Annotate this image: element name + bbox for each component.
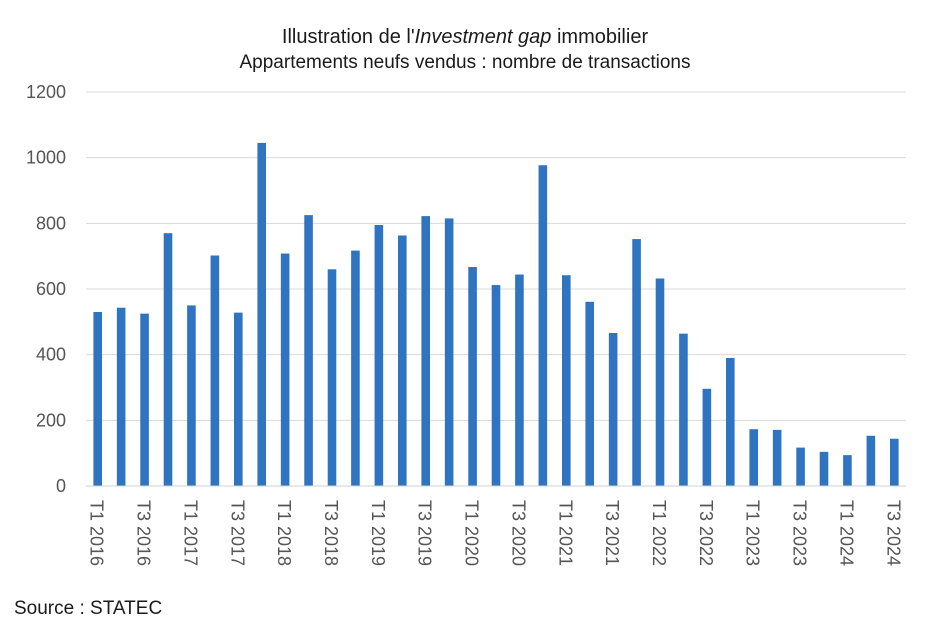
y-tick-label: 1000	[26, 148, 66, 168]
x-tick-label: T3 2020	[508, 500, 528, 566]
x-tick-label: T3 2017	[227, 500, 247, 566]
bar-t1-2024	[843, 455, 852, 486]
x-tick-label: T3 2016	[134, 500, 154, 566]
x-tick-label: T3 2021	[602, 500, 622, 566]
bar-t3-2016	[140, 313, 149, 486]
bar-t1-2019	[374, 224, 384, 486]
bar-t4-2020	[538, 165, 548, 487]
bar-t3-2024	[889, 438, 899, 486]
x-tick-label: T3 2019	[415, 500, 435, 566]
x-tick-label: T1 2017	[180, 500, 200, 566]
x-tick-label: T1 2023	[743, 500, 763, 566]
bar-t3-2017	[233, 312, 243, 486]
bar-t1-2020	[468, 267, 477, 486]
y-tick-label: 1200	[26, 82, 66, 102]
bar-t2-2018	[304, 215, 313, 486]
x-tick-label: T1 2019	[368, 500, 388, 566]
x-tick-label: T1 2018	[274, 500, 294, 566]
chart-title-emphasis: Investment gap	[414, 26, 552, 48]
source-note: Source : STATEC	[14, 598, 163, 619]
bar-t4-2017	[257, 142, 267, 486]
bar-t1-2017	[187, 305, 196, 486]
x-tick-label: T1 2016	[87, 500, 107, 566]
bar-t4-2019	[444, 218, 454, 487]
chart-title: Illustration de l'Investment gap immobil…	[0, 24, 930, 50]
y-tick-label: 400	[36, 345, 66, 365]
y-tick-label: 200	[36, 410, 66, 430]
bar-t2-2021	[585, 301, 595, 486]
chart-subtitle: Appartements neufs vendus : nombre de tr…	[239, 52, 691, 73]
x-tick-label: T1 2022	[649, 500, 669, 566]
bar-t1-2018	[280, 253, 290, 486]
bar-t4-2021	[632, 239, 641, 486]
x-tick-label: T3 2024	[883, 500, 903, 566]
bar-t2-2016	[116, 307, 126, 486]
bar-t3-2018	[327, 269, 337, 486]
bar-t2-2023	[772, 429, 782, 486]
y-tick-label: 800	[36, 213, 66, 233]
x-tick-label: T1 2021	[555, 500, 575, 566]
bar-t1-2023	[749, 429, 759, 486]
y-tick-label: 600	[36, 279, 66, 299]
bar-t4-2023	[819, 451, 829, 486]
bars	[93, 142, 899, 487]
bar-t1-2022	[655, 278, 665, 486]
bar-t4-2018	[351, 250, 360, 486]
x-tick-label: T3 2023	[790, 500, 810, 566]
bar-t4-2022	[725, 357, 735, 486]
chart-title-suffix: immobilier	[551, 26, 649, 48]
x-axis-ticks: T1 2016 T3 2016 T1 2017 T3 2017 T1 2018 T3 20…	[87, 500, 904, 566]
bar-t3-2021	[608, 332, 618, 486]
y-axis-ticks: 0 200 400 600 800 1000 1200	[26, 82, 66, 496]
bar-t2-2024	[866, 435, 876, 486]
x-tick-label: T1 2024	[836, 500, 856, 566]
bar-t1-2021	[561, 275, 571, 486]
gridlines	[86, 91, 906, 421]
bar-t3-2019	[421, 216, 431, 487]
bar-t4-2016	[163, 233, 173, 486]
chart-title-prefix: Illustration de l'	[281, 26, 415, 48]
bar-t2-2020	[491, 285, 501, 486]
x-tick-label: T3 2022	[696, 500, 716, 566]
x-tick-label: T1 2020	[462, 500, 482, 566]
y-tick-label: 0	[56, 476, 66, 496]
x-tick-label: T3 2018	[321, 500, 341, 566]
bar-t2-2019	[397, 235, 407, 486]
bar-t2-2022	[679, 333, 688, 486]
bar-t3-2022	[702, 388, 712, 486]
bar-t2-2017	[210, 255, 220, 486]
bar-t3-2023	[796, 447, 805, 486]
bar-t1-2016	[93, 311, 103, 486]
bar-t3-2020	[515, 274, 524, 486]
